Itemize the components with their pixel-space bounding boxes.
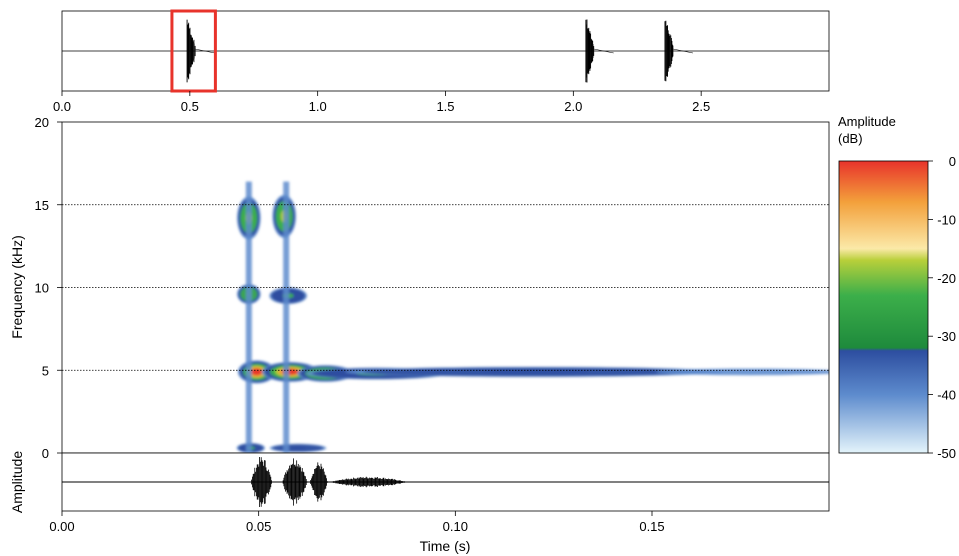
spectrogram-y-tick-label: 15 bbox=[35, 198, 49, 213]
detail-x-tick-label: 0.05 bbox=[246, 519, 271, 534]
spectrogram-y-axis: 0 5 10 15 20 bbox=[35, 115, 62, 461]
detail-x-tick-label: 0.10 bbox=[443, 519, 468, 534]
detail-panel: 0.00 0.05 0.10 0.15 Amplitude Time (s) bbox=[9, 451, 830, 554]
spectrogram-y-tick-label: 0 bbox=[42, 446, 49, 461]
colorbar-tick-label: -20 bbox=[937, 271, 956, 286]
spectrogram-y-tick-label: 5 bbox=[42, 363, 49, 378]
overview-x-axis: 0.0 0.5 1.0 1.5 2.0 2.5 bbox=[53, 91, 710, 114]
colorbar: Amplitude (dB) 0 -10 -20 -30 -40 -50 bbox=[838, 114, 956, 461]
overview-x-tick-label: 2.5 bbox=[692, 99, 710, 114]
colorbar-tick-label: 0 bbox=[949, 154, 956, 169]
spectrogram-y-tick-label: 20 bbox=[35, 115, 49, 130]
detail-x-tick-label: 0.15 bbox=[639, 519, 664, 534]
spectrogram-onset-1 bbox=[245, 181, 252, 453]
detail-x-tick-label: 0.00 bbox=[49, 519, 74, 534]
spectrogram-onset-2 bbox=[283, 181, 290, 453]
spectrogram-blobs bbox=[236, 181, 829, 453]
colorbar-title-line1: Amplitude bbox=[838, 114, 896, 129]
detail-envelope-3 bbox=[310, 462, 328, 502]
detail-envelope-2 bbox=[282, 458, 308, 506]
colorbar-tick-label: -50 bbox=[937, 446, 956, 461]
overview-burst-3 bbox=[664, 20, 693, 82]
overview-burst-2 bbox=[585, 19, 614, 83]
detail-envelope-4 bbox=[329, 476, 409, 488]
colorbar-ticks: 0 -10 -20 -30 -40 -50 bbox=[928, 154, 956, 461]
overview-panel: 0.0 0.5 1.0 1.5 2.0 2.5 bbox=[53, 9, 830, 114]
detail-ylabel: Amplitude bbox=[9, 451, 25, 513]
spectrogram-ylabel: Frequency (kHz) bbox=[9, 235, 25, 338]
overview-x-tick-label: 1.0 bbox=[309, 99, 327, 114]
spectrogram-y-tick-label: 10 bbox=[35, 281, 49, 296]
detail-x-axis: 0.00 0.05 0.10 0.15 bbox=[49, 511, 665, 534]
spectrogram-blob-10 bbox=[655, 368, 829, 376]
colorbar-title-line2: (dB) bbox=[838, 131, 863, 146]
colorbar-tick-label: -30 bbox=[937, 329, 956, 344]
spectrogram-blob-12 bbox=[269, 443, 327, 453]
colorbar-bar bbox=[838, 160, 929, 454]
colorbar-tick-label: -10 bbox=[937, 212, 956, 227]
overview-x-tick-label: 0.0 bbox=[53, 99, 71, 114]
overview-burst-1 bbox=[186, 19, 215, 83]
detail-xlabel: Time (s) bbox=[420, 538, 471, 554]
overview-x-tick-label: 2.0 bbox=[564, 99, 582, 114]
overview-bursts bbox=[186, 19, 693, 83]
overview-x-tick-label: 0.5 bbox=[181, 99, 199, 114]
spectrogram-panel: 0 5 10 15 20 Frequency (kHz) bbox=[9, 115, 830, 461]
detail-waveform bbox=[251, 456, 409, 508]
colorbar-tick-label: -40 bbox=[937, 388, 956, 403]
spectrogram-blob-9 bbox=[345, 366, 723, 377]
detail-envelope-1 bbox=[251, 456, 273, 508]
overview-selection-box[interactable] bbox=[170, 9, 217, 93]
overview-x-tick-label: 1.5 bbox=[436, 99, 454, 114]
spectrogram-gridlines bbox=[62, 204, 829, 371]
